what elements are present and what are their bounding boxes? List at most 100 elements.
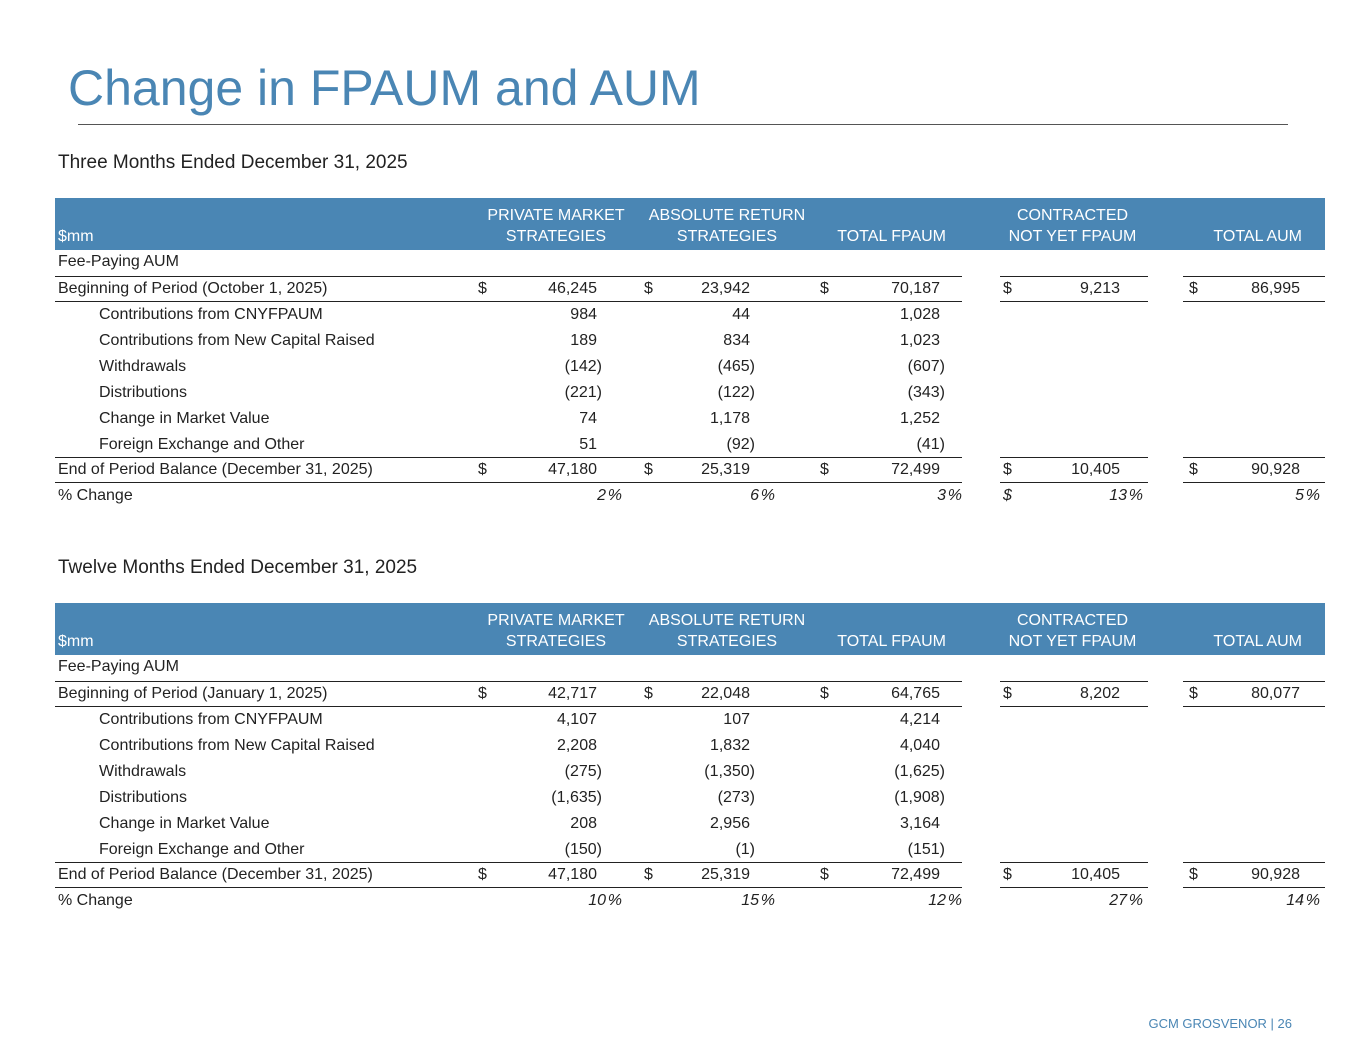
row-rule	[1000, 276, 1148, 277]
cell-value: 3,164	[899, 815, 940, 832]
row-rule	[55, 482, 962, 483]
currency-symbol: $	[1189, 866, 1198, 883]
cell-value: 72,499	[891, 866, 940, 883]
cell-value: 1,028	[899, 306, 940, 323]
cell-value: 25,319	[701, 866, 750, 883]
row-label: % Change	[58, 487, 133, 504]
cell-value: 4,107	[556, 711, 597, 728]
header-band	[55, 198, 1325, 250]
cell-value: 25,319	[701, 461, 750, 478]
currency-symbol: $	[478, 866, 487, 883]
column-header: TOTAL AUM	[1213, 228, 1302, 245]
row-rule	[55, 457, 962, 458]
cell-value: 15	[741, 892, 759, 909]
row-label: Contributions from New Capital Raised	[99, 332, 375, 349]
cell-value: (92)	[726, 436, 755, 453]
row-rule	[1183, 276, 1325, 277]
row-label: Contributions from New Capital Raised	[99, 737, 375, 754]
row-rule	[1183, 862, 1325, 863]
currency-symbol: $	[1189, 280, 1198, 297]
cell-value: 5	[1295, 487, 1304, 504]
currency-symbol: $	[1003, 461, 1012, 478]
currency-symbol: $	[820, 280, 829, 297]
cell-value: (607)	[907, 358, 945, 375]
column-header: ABSOLUTE RETURN	[648, 612, 806, 629]
percent-sign: %	[1305, 487, 1320, 504]
cell-value: (150)	[564, 841, 602, 858]
column-header: CONTRACTED	[1016, 207, 1129, 224]
column-header: STRATEGIES	[505, 228, 607, 245]
cell-value: (122)	[717, 384, 755, 401]
currency-symbol: $	[1189, 461, 1198, 478]
cell-value: 47,180	[548, 866, 597, 883]
cell-value: 8,202	[1079, 685, 1120, 702]
cell-value: 86,995	[1251, 280, 1300, 297]
percent-sign: %	[607, 892, 622, 909]
cell-value: 51	[579, 436, 597, 453]
cell-value: (275)	[564, 763, 602, 780]
row-rule	[1000, 482, 1148, 483]
column-header: TOTAL AUM	[1213, 633, 1302, 650]
table-heading: Twelve Months Ended December 31, 2025	[58, 557, 418, 578]
column-header: PRIVATE MARKET	[487, 612, 625, 629]
cell-value: 4,214	[899, 711, 940, 728]
percent-sign: %	[760, 487, 775, 504]
cell-value: (1,635)	[551, 789, 602, 806]
currency-symbol: $	[1003, 487, 1012, 504]
row-label: Contributions from CNYFPAUM	[99, 711, 323, 728]
cell-value: 1,252	[899, 410, 940, 427]
row-label: Withdrawals	[99, 763, 187, 780]
column-header: NOT YET FPAUM	[1008, 633, 1137, 650]
cell-value: 6	[750, 487, 759, 504]
section-label: Fee-Paying AUM	[58, 658, 179, 675]
cell-value: 1,023	[899, 332, 940, 349]
row-rule	[1000, 457, 1148, 458]
cell-value: 10,405	[1071, 461, 1120, 478]
currency-symbol: $	[1003, 685, 1012, 702]
percent-sign: %	[1305, 892, 1320, 909]
cell-value: 107	[723, 711, 750, 728]
currency-symbol: $	[820, 461, 829, 478]
cell-value: 189	[570, 332, 597, 349]
cell-value: (221)	[564, 384, 602, 401]
row-rule	[1183, 706, 1325, 707]
row-rule	[1183, 887, 1325, 888]
cell-value: (1)	[735, 841, 755, 858]
column-header: ABSOLUTE RETURN	[648, 207, 806, 224]
percent-sign: %	[607, 487, 622, 504]
row-rule	[55, 887, 962, 888]
row-rule	[1183, 681, 1325, 682]
row-rule	[55, 862, 962, 863]
row-label: Foreign Exchange and Other	[99, 436, 305, 453]
cell-value: 22,048	[701, 685, 750, 702]
column-header: STRATEGIES	[676, 633, 778, 650]
cell-value: 80,077	[1251, 685, 1300, 702]
cell-value: 46,245	[548, 280, 597, 297]
cell-value: 14	[1286, 892, 1304, 909]
currency-symbol: $	[644, 461, 653, 478]
currency-symbol: $	[1189, 685, 1198, 702]
cell-value: 13	[1109, 487, 1127, 504]
row-rule	[55, 301, 962, 302]
header-band	[55, 603, 1325, 655]
cell-value: 10,405	[1071, 866, 1120, 883]
row-label: End of Period Balance (December 31, 2025…	[58, 461, 373, 478]
cell-value: 12	[928, 892, 946, 909]
column-header: NOT YET FPAUM	[1008, 228, 1137, 245]
section-label: Fee-Paying AUM	[58, 253, 179, 270]
cell-value: 4,040	[899, 737, 940, 754]
currency-symbol: $	[820, 685, 829, 702]
row-label: End of Period Balance (December 31, 2025…	[58, 866, 373, 883]
row-label: Beginning of Period (January 1, 2025)	[58, 685, 328, 702]
cell-value: 10	[588, 892, 606, 909]
table-heading: Three Months Ended December 31, 2025	[58, 152, 408, 173]
cell-value: 9,213	[1079, 280, 1120, 297]
cell-value: 70,187	[891, 280, 940, 297]
cell-value: 2	[597, 487, 606, 504]
row-label: Withdrawals	[99, 358, 187, 375]
page-title: Change in FPAUM and AUM	[68, 60, 701, 116]
cell-value: 3	[937, 487, 946, 504]
cell-value: 1,178	[709, 410, 750, 427]
row-label: Beginning of Period (October 1, 2025)	[58, 280, 328, 297]
